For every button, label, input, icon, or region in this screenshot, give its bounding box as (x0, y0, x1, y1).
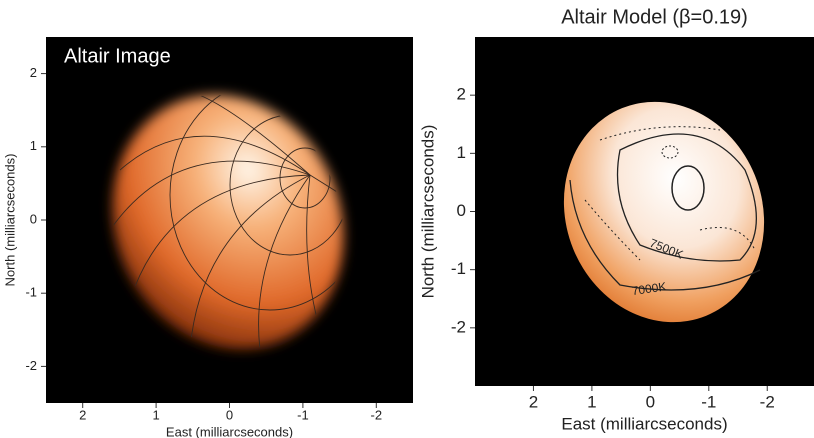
x-tick-label: -2 (760, 392, 775, 411)
contours (569, 126, 761, 291)
x-tick-label: -1 (297, 407, 309, 422)
y-tick-label: -1 (25, 285, 37, 300)
x-axis-label: East (milliarcseconds) (561, 415, 727, 434)
y-tick-label: 2 (457, 85, 466, 104)
star-model (563, 101, 765, 323)
chart-title: Altair Image (64, 45, 171, 67)
y-tick-label: 1 (30, 138, 37, 153)
y-tick-label: 0 (30, 211, 37, 226)
x-tick-label: 1 (587, 392, 596, 411)
y-axis-label: North (milliarcseconds) (419, 125, 438, 299)
x-axis-label: East (milliarcseconds) (166, 424, 293, 438)
y-tick-label: -2 (451, 317, 466, 336)
x-tick-label: 0 (226, 407, 233, 422)
chart-title: Altair Model (β=0.19) (561, 6, 748, 28)
x-tick-label: -1 (701, 392, 716, 411)
y-tick-label: -2 (25, 358, 37, 373)
y-tick-label: 2 (30, 65, 37, 80)
y-axis-label: North (milliarcseconds) (2, 154, 17, 287)
y-tick-label: 1 (457, 143, 466, 162)
x-tick-label: 0 (646, 392, 655, 411)
y-tick-label: 0 (457, 201, 466, 220)
y-tick-label: -1 (451, 259, 466, 278)
contour-label: 7000K (631, 279, 667, 298)
x-tick-label: 2 (79, 407, 86, 422)
x-tick-label: -2 (371, 407, 383, 422)
x-tick-label: 1 (152, 407, 159, 422)
x-tick-label: 2 (529, 392, 538, 411)
